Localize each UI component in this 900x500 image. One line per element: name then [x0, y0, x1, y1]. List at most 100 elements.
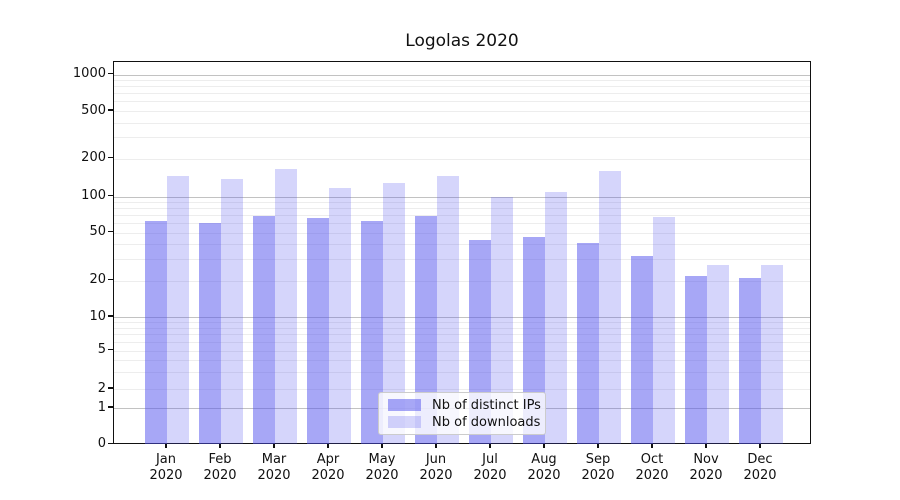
gridline-minor — [114, 334, 810, 336]
bar-distinct-ips-jan — [145, 221, 167, 445]
bar-downloads-may — [383, 182, 405, 445]
x-tick-mark — [489, 443, 491, 448]
gridline-minor — [114, 122, 810, 124]
gridline-major — [114, 196, 810, 198]
gridline-major — [114, 317, 810, 318]
bar-distinct-ips-dec — [739, 277, 761, 445]
gridline-minor — [114, 341, 810, 343]
y-tick-mark — [108, 442, 113, 445]
x-tick-mark — [219, 443, 221, 448]
y-tick-mark — [108, 278, 113, 281]
bar-distinct-ips-may — [361, 220, 383, 445]
y-tick-label: 1 — [97, 399, 106, 415]
x-tick-label: Nov 2020 — [689, 452, 723, 483]
y-tick-mark — [108, 387, 113, 389]
bar-distinct-ips-mar — [253, 215, 275, 445]
y-tick-mark — [108, 109, 113, 111]
bar-downloads-mar — [275, 169, 297, 445]
x-tick-mark — [381, 443, 383, 448]
gridline-minor — [114, 327, 810, 329]
gridline-minor — [114, 111, 810, 112]
y-tick-label: 50 — [89, 224, 106, 239]
gridline-minor — [114, 371, 810, 373]
gridline-minor — [114, 215, 810, 217]
y-tick-label: 500 — [81, 102, 106, 118]
y-tick-mark — [108, 315, 113, 317]
bar-downloads-dec — [761, 264, 783, 445]
gridline-minor — [114, 86, 810, 88]
gridline-minor — [114, 232, 810, 234]
bar-distinct-ips-apr — [307, 218, 329, 445]
legend-item-downloads: Nb of downloads — [388, 414, 541, 430]
legend-label: Nb of downloads — [432, 414, 541, 430]
y-tick-label: 20 — [89, 272, 106, 287]
bar-downloads-apr — [329, 188, 351, 445]
gridline-minor — [114, 350, 810, 352]
x-tick-mark — [165, 443, 167, 448]
bar-downloads-jan — [167, 176, 189, 445]
y-tick-label: 10 — [89, 308, 106, 324]
x-tick-mark — [651, 443, 653, 448]
y-tick-label: 1000 — [72, 66, 106, 81]
gridline-minor — [114, 208, 810, 210]
y-tick-label: 5 — [97, 342, 106, 357]
x-tick-label: Oct 2020 — [635, 452, 669, 483]
x-tick-mark — [759, 443, 761, 448]
x-tick-mark — [435, 443, 437, 448]
legend-label: Nb of distinct IPs — [432, 397, 541, 413]
gridline-minor — [114, 80, 810, 82]
bar-distinct-ips-nov — [685, 275, 707, 445]
y-tick-mark — [108, 156, 113, 159]
gridline-minor — [114, 202, 810, 204]
legend-item-distinct-ips: Nb of distinct IPs — [388, 397, 541, 413]
x-tick-label: Jul 2020 — [473, 452, 507, 483]
bar-distinct-ips-sep — [577, 242, 599, 445]
x-tick-label: Aug 2020 — [527, 452, 561, 483]
gridline-minor — [114, 137, 810, 139]
bar-downloads-aug — [545, 192, 567, 445]
gridline-minor — [114, 93, 810, 95]
gridline-major — [114, 74, 810, 76]
gridline-minor — [114, 280, 810, 282]
distinct-ips-swatch — [388, 399, 421, 411]
x-tick-mark — [273, 443, 275, 448]
legend: Nb of distinct IPs Nb of downloads — [378, 392, 546, 435]
bar-downloads-sep — [599, 171, 621, 445]
x-tick-mark — [597, 443, 599, 448]
downloads-swatch — [388, 416, 421, 428]
bar-distinct-ips-feb — [199, 223, 221, 445]
plot-area — [113, 61, 811, 445]
bar-downloads-jun — [437, 175, 459, 445]
gridline-minor — [114, 322, 810, 324]
x-tick-label: Jan 2020 — [149, 452, 183, 483]
gridline-minor — [114, 101, 810, 103]
gridline-minor — [114, 158, 810, 160]
bar-downloads-oct — [653, 217, 675, 445]
gridline-minor — [114, 259, 810, 261]
x-tick-label: Dec 2020 — [743, 452, 777, 483]
gridline-minor — [114, 244, 810, 246]
y-tick-mark — [108, 230, 113, 233]
x-tick-label: Mar 2020 — [257, 452, 291, 483]
y-tick-label: 100 — [81, 188, 106, 204]
chart-title: Logolas 2020 — [405, 31, 519, 51]
x-tick-label: Jun 2020 — [419, 452, 453, 483]
bar-distinct-ips-jun — [415, 215, 437, 445]
y-tick-label: 0 — [97, 436, 106, 451]
bar-downloads-jul — [491, 197, 513, 445]
x-tick-label: Sep 2020 — [581, 452, 615, 483]
gridline-minor — [114, 359, 810, 361]
gridline-minor — [114, 223, 810, 225]
y-tick-mark — [108, 348, 113, 351]
bar-distinct-ips-oct — [631, 255, 653, 445]
x-tick-label: May 2020 — [365, 452, 399, 483]
x-tick-mark — [705, 443, 707, 448]
bar-downloads-nov — [707, 264, 729, 445]
x-tick-label: Feb 2020 — [203, 452, 237, 483]
bar-downloads-feb — [221, 179, 243, 445]
y-tick-mark — [108, 72, 113, 75]
y-tick-label: 200 — [81, 150, 106, 165]
x-tick-mark — [543, 443, 545, 448]
gridline-minor — [114, 389, 810, 390]
